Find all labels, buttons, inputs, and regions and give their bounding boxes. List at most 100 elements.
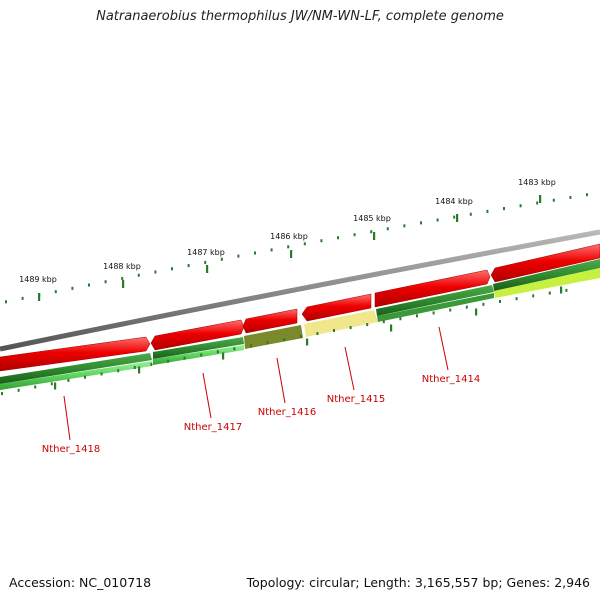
lower-minor-tick (150, 362, 153, 366)
ruler-major-tick (373, 232, 376, 240)
ruler-minor-tick (137, 273, 140, 277)
lower-minor-tick (34, 385, 37, 389)
ruler-minor-tick (453, 215, 456, 219)
lower-minor-tick (565, 288, 568, 292)
ruler-minor-tick (154, 270, 157, 274)
ruler-minor-tick (71, 286, 74, 290)
ruler-minor-tick (320, 239, 323, 243)
ruler-minor-tick (204, 260, 207, 264)
lower-minor-tick (465, 305, 468, 309)
ruler-minor-tick (254, 251, 256, 255)
ruler-major-tick (206, 265, 209, 273)
ruler-label: 1484 kbp (435, 197, 473, 206)
gene-label-leader (202, 372, 212, 419)
lower-minor-tick (416, 314, 418, 318)
ruler-minor-tick (171, 267, 173, 271)
ruler-label: 1487 kbp (187, 248, 225, 257)
lower-minor-tick (399, 317, 402, 321)
ruler-minor-tick (486, 209, 489, 213)
cds-feature (0, 336, 151, 372)
ruler-minor-tick (337, 236, 339, 240)
cds-feature (374, 269, 491, 308)
cds-track (0, 243, 600, 372)
lower-minor-tick (548, 291, 551, 295)
gene-feature (244, 325, 303, 349)
lower-minor-tick (333, 329, 335, 333)
lower-minor-tick (117, 369, 120, 373)
ruler-minor-tick (237, 254, 240, 258)
lower-major-tick (560, 286, 563, 294)
lower-minor-tick (449, 308, 452, 312)
lower-minor-tick (316, 332, 319, 336)
ruler-minor-tick (586, 193, 588, 197)
ruler-minor-tick (21, 296, 24, 300)
lower-major-tick (390, 324, 393, 332)
ruler-minor-tick (187, 264, 190, 268)
ruler-minor-tick (220, 257, 223, 261)
lower-major-tick (222, 352, 225, 360)
gene-feature (153, 337, 244, 359)
gene-label-leader (63, 395, 71, 441)
lower-major-tick (138, 366, 141, 374)
lower-minor-tick (17, 388, 20, 392)
ruler-label: 1489 kbp (19, 275, 57, 284)
gene-feature (493, 259, 600, 291)
ruler-minor-tick (386, 227, 389, 231)
ruler-minor-tick (469, 212, 472, 216)
ruler-minor-tick (569, 195, 572, 199)
ruler-label: 1485 kbp (353, 214, 391, 223)
ruler-major-tick (38, 293, 41, 301)
lower-minor-tick (366, 323, 369, 327)
ruler-minor-tick (519, 204, 522, 208)
gene-labels: Nther_1414 Nther_1415 Nther_1416 Nther_1417… (42, 326, 480, 455)
ruler-minor-tick (104, 280, 107, 284)
lower-minor-tick (133, 366, 136, 370)
lower-minor-tick (266, 341, 269, 345)
lower-minor-tick (515, 297, 518, 301)
cds-feature (301, 293, 372, 322)
lower-minor-tick (200, 353, 203, 357)
ruler-minor-tick (303, 242, 306, 246)
gene-label-leader (276, 357, 286, 404)
cds-feature (490, 243, 600, 283)
gene-feature (494, 268, 600, 298)
ruler-minor-tick (536, 201, 539, 205)
ruler-minor-tick (403, 224, 406, 228)
ruler-major-tick (122, 280, 125, 288)
lower-minor-tick (1, 392, 3, 396)
lower-minor-tick (283, 338, 286, 342)
gene-label-leader (344, 346, 355, 391)
gene-feature (0, 353, 152, 384)
gene-label: Nther_1414 (422, 374, 480, 385)
ruler-major-tick (539, 195, 542, 203)
lower-minor-tick (67, 378, 70, 382)
genome-backbone (0, 229, 600, 352)
ruler-minor-tick (287, 245, 290, 249)
ruler-minor-tick (54, 290, 57, 294)
gene-feature (304, 310, 378, 337)
lower-minor-tick (382, 320, 385, 324)
gene-feature (377, 293, 494, 322)
accession-text: Accession: NC_010718 (9, 575, 152, 590)
gene-label-leader (438, 326, 449, 371)
ruler-label: 1486 kbp (270, 232, 308, 241)
gene-label: Nther_1417 (184, 422, 242, 433)
lower-major-tick (475, 308, 478, 316)
ruler-label: 1488 kbp (103, 262, 141, 271)
lower-minor-tick (250, 344, 252, 348)
genome-stats-text: Topology: circular; Length: 3,165,557 bp… (246, 575, 590, 590)
ruler-minor-tick (353, 233, 356, 237)
lower-major-tick (54, 382, 57, 390)
ruler-major-tick (290, 250, 293, 258)
ruler-minor-tick (270, 248, 273, 252)
gene-label: Nther_1418 (42, 444, 100, 455)
lower-minor-tick (299, 335, 302, 339)
gene-feature (153, 345, 244, 365)
gene-label: Nther_1416 (258, 407, 316, 418)
cds-feature (150, 319, 245, 351)
lower-minor-tick (183, 356, 186, 360)
lower-minor-tick (50, 382, 53, 386)
ruler-minor-tick (5, 300, 7, 304)
ruler-major-tick (456, 214, 459, 222)
